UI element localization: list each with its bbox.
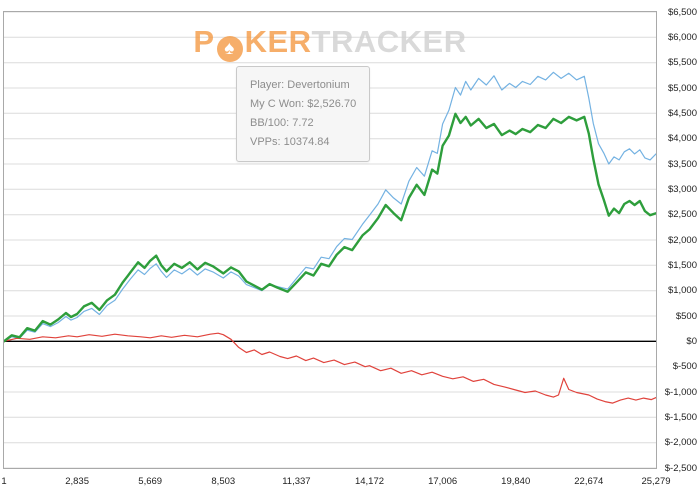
x-tick-label: 22,674 [574, 476, 604, 487]
y-tick-label: $-2,000 [664, 437, 697, 449]
y-tick-label: $-500 [672, 361, 697, 373]
series-green-line-my-c-won [4, 112, 656, 343]
y-tick-label: $1,500 [667, 259, 697, 271]
y-tick-label: $6,500 [667, 6, 697, 18]
x-tick-label: 25,279 [641, 476, 671, 487]
x-tick-label: 11,337 [282, 476, 311, 487]
tooltip-player: Player: Devertonium [250, 79, 350, 91]
y-tick-label: $5,000 [667, 82, 697, 94]
x-tick-label: 1 [1, 476, 7, 487]
series-red-line [4, 332, 656, 404]
tooltip-vpps: VPPs: 10374.84 [250, 136, 330, 148]
tooltip-bb-100: BB/100: 7.72 [250, 117, 314, 129]
x-tick-label: 14,172 [354, 476, 385, 487]
y-tick-label: $4,500 [667, 107, 697, 119]
y-tick-label: $3,000 [667, 183, 697, 195]
y-tick-label: $4,000 [667, 133, 697, 145]
y-tick-label: $3,500 [667, 158, 697, 170]
chart-svg [4, 12, 656, 468]
x-tick-label: 5,669 [138, 476, 163, 487]
y-tick-label: $0 [686, 335, 697, 347]
y-tick-label: $-2,500 [664, 462, 697, 474]
y-tick-label: $1,000 [667, 285, 697, 297]
x-tick-label: 2,835 [65, 476, 89, 487]
y-tick-label: $-1,000 [664, 386, 697, 398]
y-tick-label: $-1,500 [664, 411, 697, 423]
x-tick-label: 19,840 [501, 476, 531, 487]
series-blue-line [4, 71, 656, 342]
y-tick-label: $5,500 [667, 57, 697, 69]
y-tick-label: $500 [675, 310, 697, 322]
x-tick-label: 8,503 [211, 476, 236, 487]
y-tick-label: $2,500 [667, 209, 697, 221]
x-tick-label: 17,006 [428, 476, 458, 487]
hover-tooltip: Player: Devertonium My C Won: $2,526.70 … [236, 66, 371, 162]
y-tick-label: $2,000 [667, 234, 697, 246]
tooltip-my-c-won: My C Won: $2,526.70 [250, 98, 357, 110]
y-tick-label: $6,000 [667, 31, 697, 43]
